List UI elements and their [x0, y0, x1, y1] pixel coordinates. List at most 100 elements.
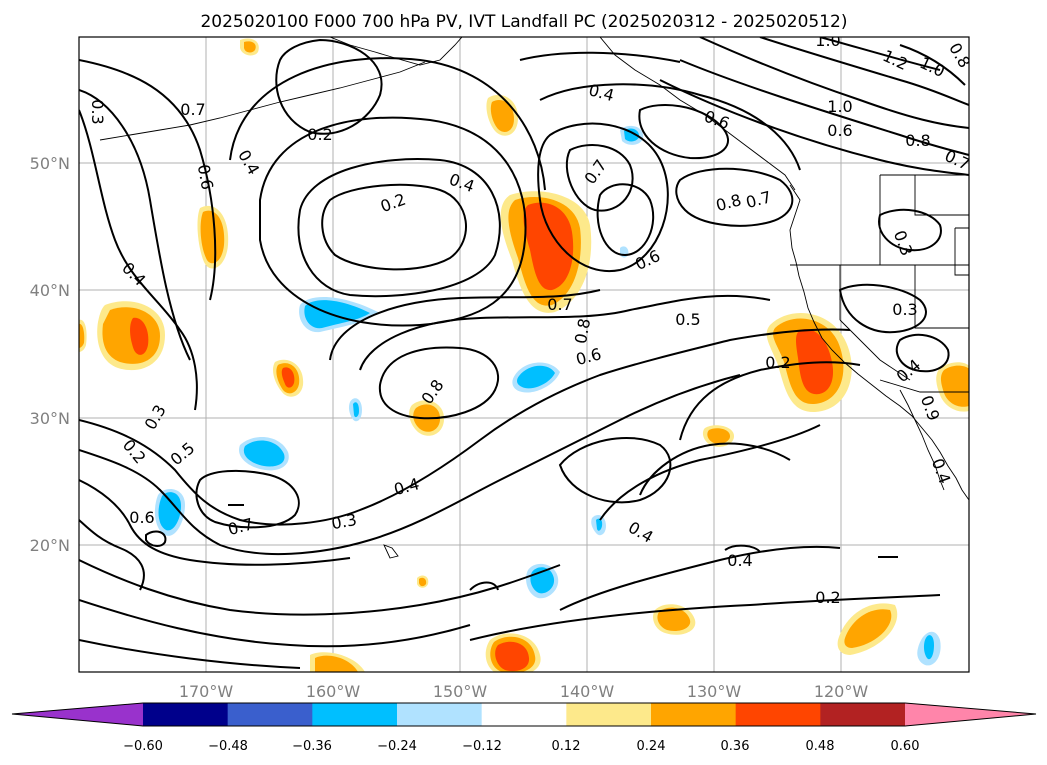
- contour-line: [79, 328, 851, 526]
- contour-line: [79, 89, 191, 361]
- contour-line: [79, 109, 198, 411]
- colorbar-tick-label: 0.60: [891, 739, 920, 754]
- contour-line: [79, 374, 741, 556]
- fill-negative: [596, 518, 603, 531]
- colorbar-segment: [820, 703, 906, 726]
- colorbar-segment: [143, 703, 229, 726]
- map-frame: [78, 36, 970, 673]
- colorbar-segment: [397, 703, 483, 726]
- contour-label: 0.2: [765, 353, 790, 372]
- coastline-baja: [899, 389, 945, 491]
- colorbar-ticks: −0.60 −0.48 −0.36 −0.24 −0.12 0.12 0.24 …: [123, 739, 919, 754]
- colorbar-segment: [651, 703, 737, 726]
- longitude-labels: 170°W 160°W 150°W 140°W 130°W 120°W: [179, 682, 869, 701]
- fill-positive: [523, 202, 574, 291]
- contour-line: [558, 437, 672, 504]
- contour-line: [659, 79, 969, 176]
- pv-contours: [79, 37, 969, 669]
- fill-positive: [79, 323, 85, 348]
- fill-positive: [130, 317, 149, 355]
- border-state-4: [914, 175, 969, 216]
- contour-line: [899, 44, 966, 86]
- latitude-labels: 50°N 40°N 30°N 20°N: [30, 154, 70, 555]
- fill-positive: [657, 607, 691, 631]
- contour-label: 0.7: [547, 295, 572, 314]
- fill-positive: [941, 365, 969, 407]
- contour-label: 0.6: [129, 508, 154, 527]
- negative-anomaly-fills: [154, 125, 941, 666]
- colorbar-tick-label: −0.24: [377, 739, 417, 754]
- border-state-6: [914, 265, 969, 329]
- fill-positive: [490, 99, 514, 132]
- lat-label-20n: 20°N: [30, 536, 70, 555]
- lon-label-130w: 130°W: [687, 682, 742, 701]
- border-state-7: [954, 227, 969, 276]
- contour-line: [229, 57, 546, 191]
- fill-positive: [419, 577, 427, 587]
- contour-line: [559, 545, 841, 611]
- colorbar-segment: [227, 703, 313, 726]
- contour-line: [79, 599, 471, 648]
- lat-label-50n: 50°N: [30, 154, 70, 173]
- colorbar-extend-high: [905, 703, 1036, 726]
- fill-negative: [353, 402, 359, 418]
- border-mexico: [879, 379, 969, 393]
- contour-label: 0.3: [88, 99, 107, 124]
- colorbar-segment: [566, 703, 652, 726]
- contour-label: 0.4: [727, 551, 752, 570]
- colorbar-tick-label: −0.48: [208, 739, 248, 754]
- fill-negative: [243, 440, 285, 467]
- lat-label-30n: 30°N: [30, 409, 70, 428]
- colorbar-tick-label: −0.60: [123, 739, 163, 754]
- fill-negative: [517, 365, 555, 389]
- contour-label: 0.8: [905, 131, 930, 150]
- contour-line: [838, 283, 927, 334]
- contour-label: 0.5: [675, 310, 700, 329]
- coastline-bc: [789, 184, 969, 501]
- contour-line: [275, 38, 383, 135]
- lon-label-120w: 120°W: [814, 682, 869, 701]
- colorbar-extend-low: [12, 703, 143, 726]
- fill-positive: [495, 641, 530, 672]
- contour-line: [469, 594, 941, 641]
- colorbar-segment: [735, 703, 821, 726]
- contour-line: [537, 122, 669, 273]
- contour-line: [519, 51, 681, 63]
- contour-line: [297, 158, 501, 298]
- colorbar-tick-label: 0.36: [721, 739, 750, 754]
- contour-line: [819, 37, 941, 71]
- contour-line: [79, 519, 145, 591]
- coastline-aleutians: [99, 61, 426, 141]
- colorbar-tick-label: 0.24: [637, 739, 666, 754]
- colorbar-outline: [11, 702, 1037, 727]
- contour-line: [145, 530, 167, 547]
- contour-label: 1.0: [827, 97, 852, 116]
- contour-line: [469, 581, 499, 591]
- contour-line: [638, 104, 730, 160]
- contour-line: [639, 442, 791, 496]
- contour-line: [699, 37, 969, 129]
- fill-positive: [315, 655, 358, 672]
- contour-label: 0.2: [815, 588, 840, 607]
- lon-label-140w: 140°W: [560, 682, 615, 701]
- lat-label-40n: 40°N: [30, 281, 70, 300]
- fill-positive: [844, 609, 892, 648]
- figure-title: 2025020100 F000 700 hPa PV, IVT Landfall…: [200, 12, 847, 32]
- contour-label: 0.2: [307, 125, 332, 144]
- contour-line: [259, 116, 527, 327]
- contour-line: [759, 37, 969, 106]
- fill-positive: [281, 367, 295, 388]
- contour-label: 0.8: [571, 317, 594, 345]
- contour-label: 0.3: [892, 300, 917, 319]
- fill-positive: [707, 428, 731, 444]
- contour-line: [675, 167, 794, 227]
- coastline-alaska: [329, 37, 463, 66]
- fill-negative: [304, 300, 370, 329]
- contour-line: [679, 59, 969, 156]
- colorbar-segment: [312, 703, 398, 726]
- map-panel: 0.7 0.2 0.4 0.6 0.3 0.2 0.4 0.4 0.7 0.8 …: [78, 36, 970, 673]
- contour-line: [878, 208, 942, 252]
- contour-line: [565, 144, 634, 212]
- contour-line: [724, 544, 761, 553]
- fill-negative: [624, 128, 640, 142]
